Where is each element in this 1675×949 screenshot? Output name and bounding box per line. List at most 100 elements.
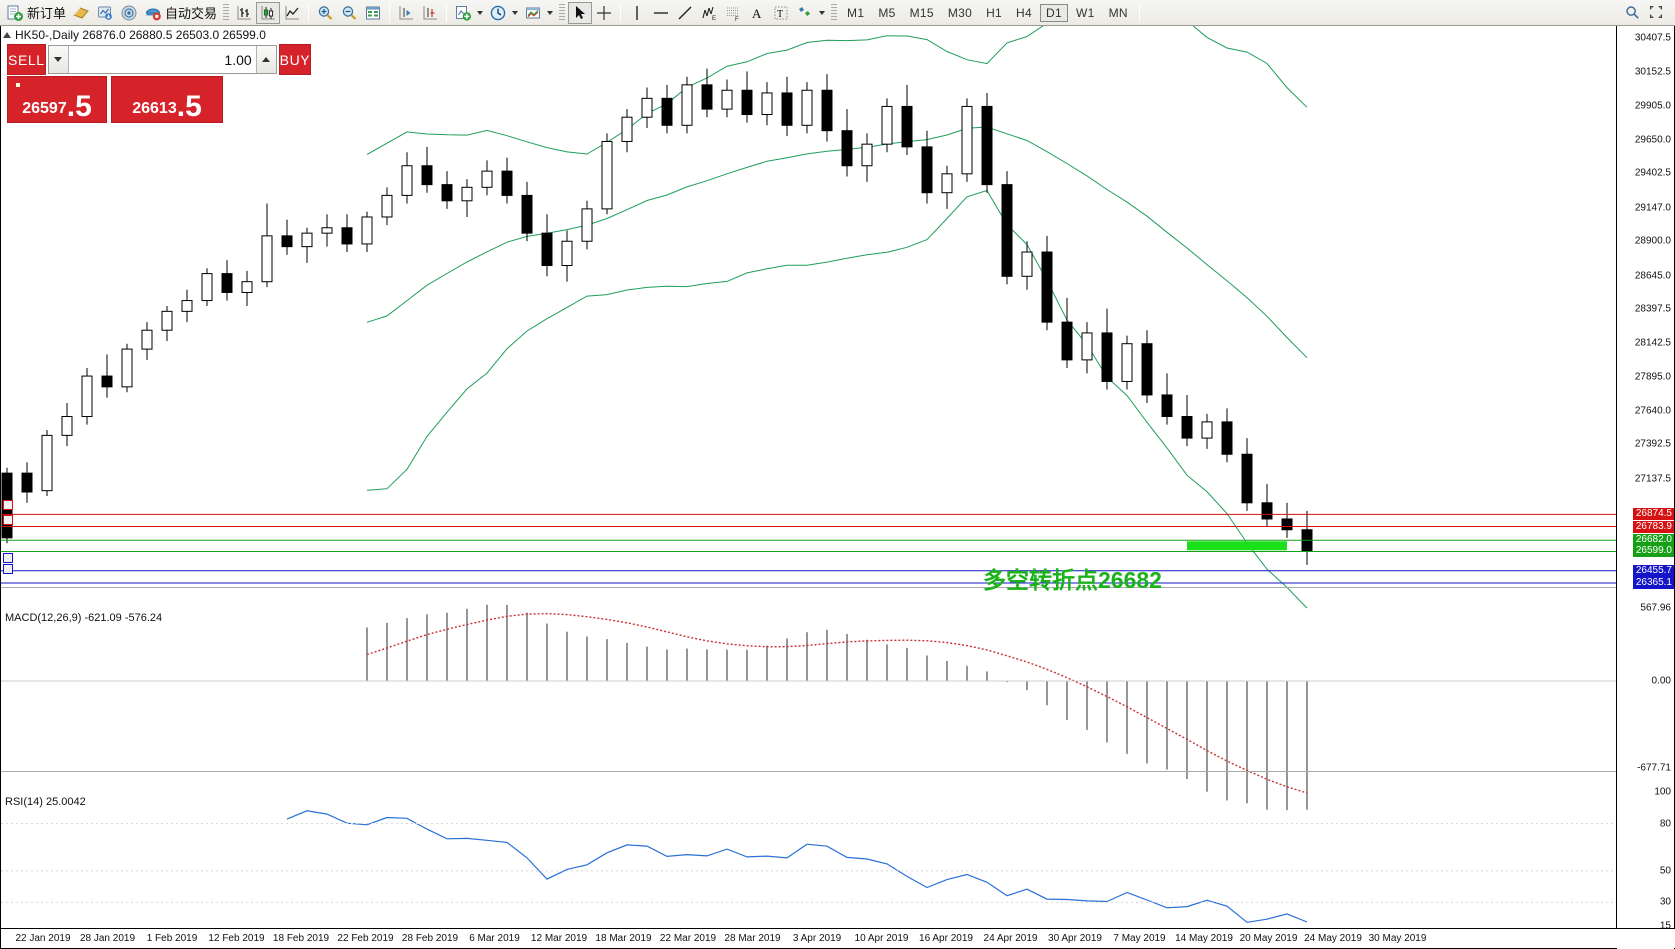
hline-handle-1[interactable]: [3, 500, 13, 510]
timeframe-m5[interactable]: M5: [878, 5, 896, 20]
price-tag[interactable]: 26874.5: [1632, 508, 1674, 521]
line-chart-button[interactable]: [280, 2, 304, 24]
fibonacci-button[interactable]: F: [721, 2, 745, 24]
hline-handle-4[interactable]: [3, 564, 13, 574]
buy-price-display[interactable]: 26613 .5: [111, 76, 223, 123]
crosshair-button[interactable]: [592, 2, 616, 24]
rsi-tick: 80: [1659, 818, 1671, 830]
vertical-line-icon: [628, 4, 646, 22]
price-highlight-box: [1187, 541, 1287, 551]
time-tick: 30 Apr 2019: [1048, 933, 1102, 944]
timeframe-m1[interactable]: M1: [847, 5, 865, 20]
autotrading-button[interactable]: 自动交易: [141, 2, 220, 24]
rsi-tick: 50: [1659, 865, 1671, 877]
time-tick: 28 Mar 2019: [724, 933, 781, 944]
buy-button[interactable]: BUY: [278, 44, 312, 75]
sell-price-main: 26597: [22, 100, 67, 117]
publish-button[interactable]: [93, 2, 117, 24]
auto-scroll-icon: [397, 4, 415, 22]
indicators-dropdown-caret[interactable]: [477, 10, 484, 15]
new-order-label: 新订单: [27, 6, 67, 21]
horizontal-line-button[interactable]: [649, 2, 673, 24]
metaquotes-id-button[interactable]: [117, 2, 141, 24]
sell-button[interactable]: SELL: [7, 44, 46, 75]
shapes-dropdown-caret[interactable]: [819, 10, 826, 15]
timeframe-h4[interactable]: H4: [1016, 5, 1032, 20]
shapes-button[interactable]: [793, 2, 828, 24]
indicators-icon: [454, 4, 472, 22]
chart-canvas[interactable]: [1, 26, 1675, 949]
time-tick: 6 Mar 2019: [469, 933, 520, 944]
elliott-wave-button[interactable]: E: [697, 2, 721, 24]
price-tag[interactable]: 26365.1: [1632, 577, 1674, 589]
collapse-triangle-icon[interactable]: [3, 32, 11, 38]
rsi-line: [286, 810, 1308, 923]
time-tick: 7 May 2019: [1113, 933, 1166, 944]
timeframe-h1[interactable]: H1: [986, 5, 1003, 20]
text-label-button[interactable]: T: [769, 2, 793, 24]
timeframe-group: M1 M5 M15 M30 H1 H4 D1 W1 MN: [840, 3, 1135, 22]
timeframe-w1[interactable]: W1: [1075, 5, 1095, 20]
chart-shift-button[interactable]: [418, 2, 442, 24]
timeframe-mn[interactable]: MN: [1108, 5, 1128, 20]
time-tick: 28 Feb 2019: [401, 933, 459, 944]
svg-text:F: F: [735, 17, 739, 22]
vertical-line-button[interactable]: [625, 2, 649, 24]
volume-decrease-button[interactable]: [48, 46, 69, 73]
zoom-out-button[interactable]: [337, 2, 361, 24]
volume-increase-button[interactable]: [255, 46, 276, 73]
price-tick: 27137.5: [1634, 473, 1671, 485]
timeframe-m30[interactable]: M30: [947, 5, 973, 20]
price-tick: 30152.5: [1634, 66, 1671, 78]
timeframe-m15[interactable]: M15: [909, 5, 934, 20]
toolbar-grip-2: [559, 3, 566, 22]
search-icon[interactable]: [1624, 4, 1642, 22]
toolbar-separator-5: [1138, 3, 1140, 22]
text-button[interactable]: A: [745, 2, 769, 24]
new-order-icon: [6, 4, 24, 22]
price-tick: 28900.0: [1634, 235, 1671, 247]
period-button[interactable]: [486, 2, 521, 24]
zoom-in-button[interactable]: [313, 2, 337, 24]
cursor-button[interactable]: [568, 1, 593, 24]
trendline-button[interactable]: [673, 2, 697, 24]
chart-shift-icon: [421, 4, 439, 22]
price-scale[interactable]: 30407.5 30152.5 29905.0 29650.0 29402.5 29147…: [1616, 26, 1674, 949]
fullscreen-icon[interactable]: [1648, 4, 1666, 22]
bar-chart-icon: [235, 4, 253, 22]
hline-handle-3[interactable]: [3, 553, 13, 563]
price-tag[interactable]: 26783.9: [1632, 520, 1674, 533]
period-icon: [489, 4, 507, 22]
hline-handle-2[interactable]: [3, 515, 13, 525]
time-tick: 22 Mar 2019: [659, 933, 717, 944]
bar-chart-button[interactable]: [232, 2, 256, 24]
toolbar-grip-3: [831, 3, 838, 22]
chart-annotation-text[interactable]: 多空转折点26682: [983, 567, 1162, 593]
new-order-button[interactable]: 新订单: [3, 2, 69, 24]
timeframe-d1[interactable]: D1: [1040, 3, 1068, 22]
rsi-tick: 15: [1659, 920, 1671, 932]
indicators-button[interactable]: [451, 2, 486, 24]
price-tag[interactable]: 26682.0: [1632, 534, 1674, 547]
volume-stepper[interactable]: [47, 45, 277, 74]
one-click-trading-panel[interactable]: SELL BUY 26597 .5: [7, 44, 312, 123]
templates2-button[interactable]: [521, 2, 556, 24]
toolbar-separator-3: [446, 3, 448, 22]
svg-text:E: E: [712, 16, 716, 22]
auto-scroll-button[interactable]: [394, 2, 418, 24]
volume-input[interactable]: [68, 46, 256, 73]
period-dropdown-caret[interactable]: [512, 10, 519, 15]
candlestick-chart-button[interactable]: [256, 1, 281, 24]
time-tick: 24 May 2019: [1304, 933, 1362, 944]
chart-container[interactable]: HK50-,Daily 26876.0 26880.5 26503.0 2659…: [0, 26, 1675, 949]
price-tick: 30407.5: [1634, 32, 1671, 44]
time-scale[interactable]: 22 Jan 2019 28 Jan 2019 1 Feb 2019 12 Feb 2…: [1, 928, 1675, 948]
price-tag[interactable]: 26455.7: [1632, 564, 1674, 577]
price-tag[interactable]: 26599.0: [1632, 545, 1674, 558]
sell-price-display[interactable]: 26597 .5: [7, 76, 107, 123]
time-tick: 12 Feb 2019: [208, 933, 265, 944]
time-tick: 30 May 2019: [1368, 933, 1427, 944]
data-window-button[interactable]: [361, 2, 385, 24]
templates-button[interactable]: [69, 2, 93, 24]
templates2-dropdown-caret[interactable]: [547, 10, 554, 15]
